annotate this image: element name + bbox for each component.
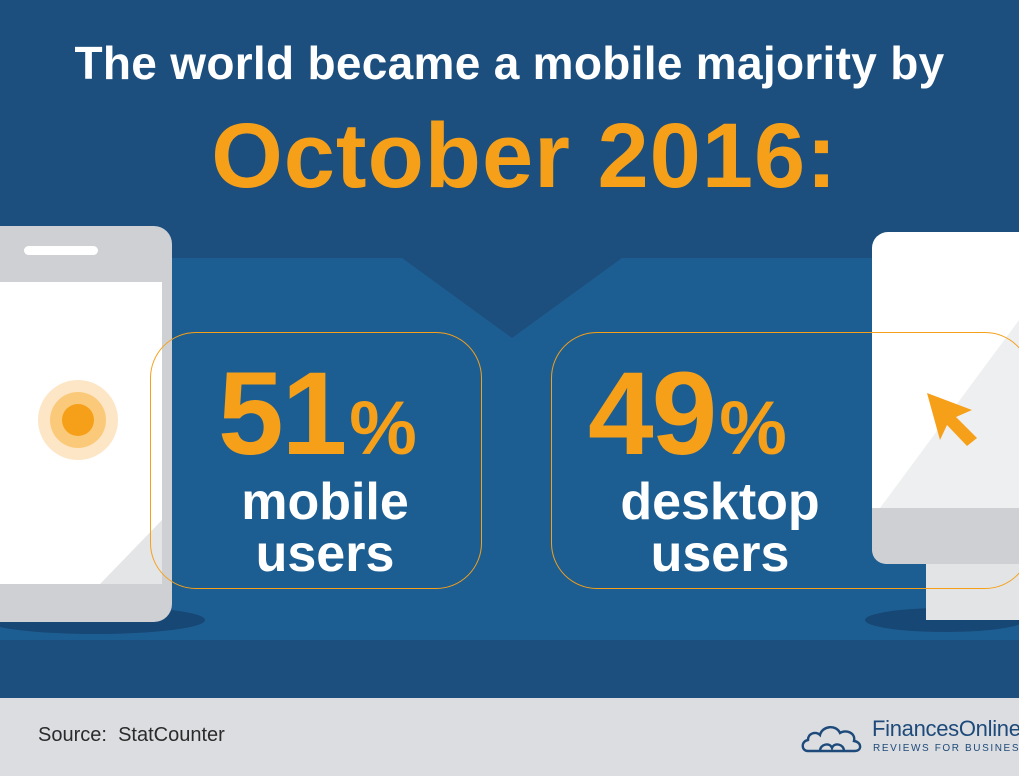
mobile-number: 51 xyxy=(218,348,347,480)
headline-bold: mobile majority xyxy=(532,37,878,89)
brand-name: FinancesOnline xyxy=(872,716,1019,741)
mobile-label-line2: users xyxy=(255,525,395,583)
headline-end: by xyxy=(877,37,945,89)
desktop-percent: 49% xyxy=(588,346,787,482)
source-label: Source: xyxy=(38,724,107,746)
desktop-number: 49 xyxy=(588,348,717,480)
brand-logo[interactable]: FinancesOnline REVIEWS FOR BUSINESS xyxy=(800,714,1019,758)
touch-target-icon xyxy=(38,380,118,460)
mobile-stat-box xyxy=(150,332,482,589)
desktop-label-line1: desktop xyxy=(620,473,820,531)
headline-date: October 2016: xyxy=(211,105,838,207)
mobile-label: mobile users xyxy=(190,476,460,580)
source-credit: Source: StatCounter xyxy=(38,724,225,747)
cloud-logo-icon xyxy=(801,726,862,753)
desktop-percent-sign: % xyxy=(719,386,787,471)
headline: The world became a mobile majority by xyxy=(0,36,1019,90)
desktop-label-line2: users xyxy=(650,525,790,583)
mobile-percent-sign: % xyxy=(349,386,417,471)
brand-tagline: REVIEWS FOR BUSINESS xyxy=(873,743,1019,754)
content-panel xyxy=(0,258,1019,640)
desktop-label: desktop users xyxy=(580,476,860,580)
infographic-main: The world became a mobile majority by Oc… xyxy=(0,36,1019,640)
source-value: StatCounter xyxy=(118,724,225,746)
mobile-label-line1: mobile xyxy=(241,473,409,531)
background-graphics xyxy=(0,226,1019,640)
headline-plain: The world became a xyxy=(74,37,533,89)
mobile-percent: 51% xyxy=(218,346,417,482)
desktop-stat-box xyxy=(551,332,1019,589)
cursor-arrow-icon xyxy=(927,393,977,446)
footer: Source: StatCounter xyxy=(0,698,1019,776)
desktop-monitor-icon xyxy=(872,232,1019,620)
